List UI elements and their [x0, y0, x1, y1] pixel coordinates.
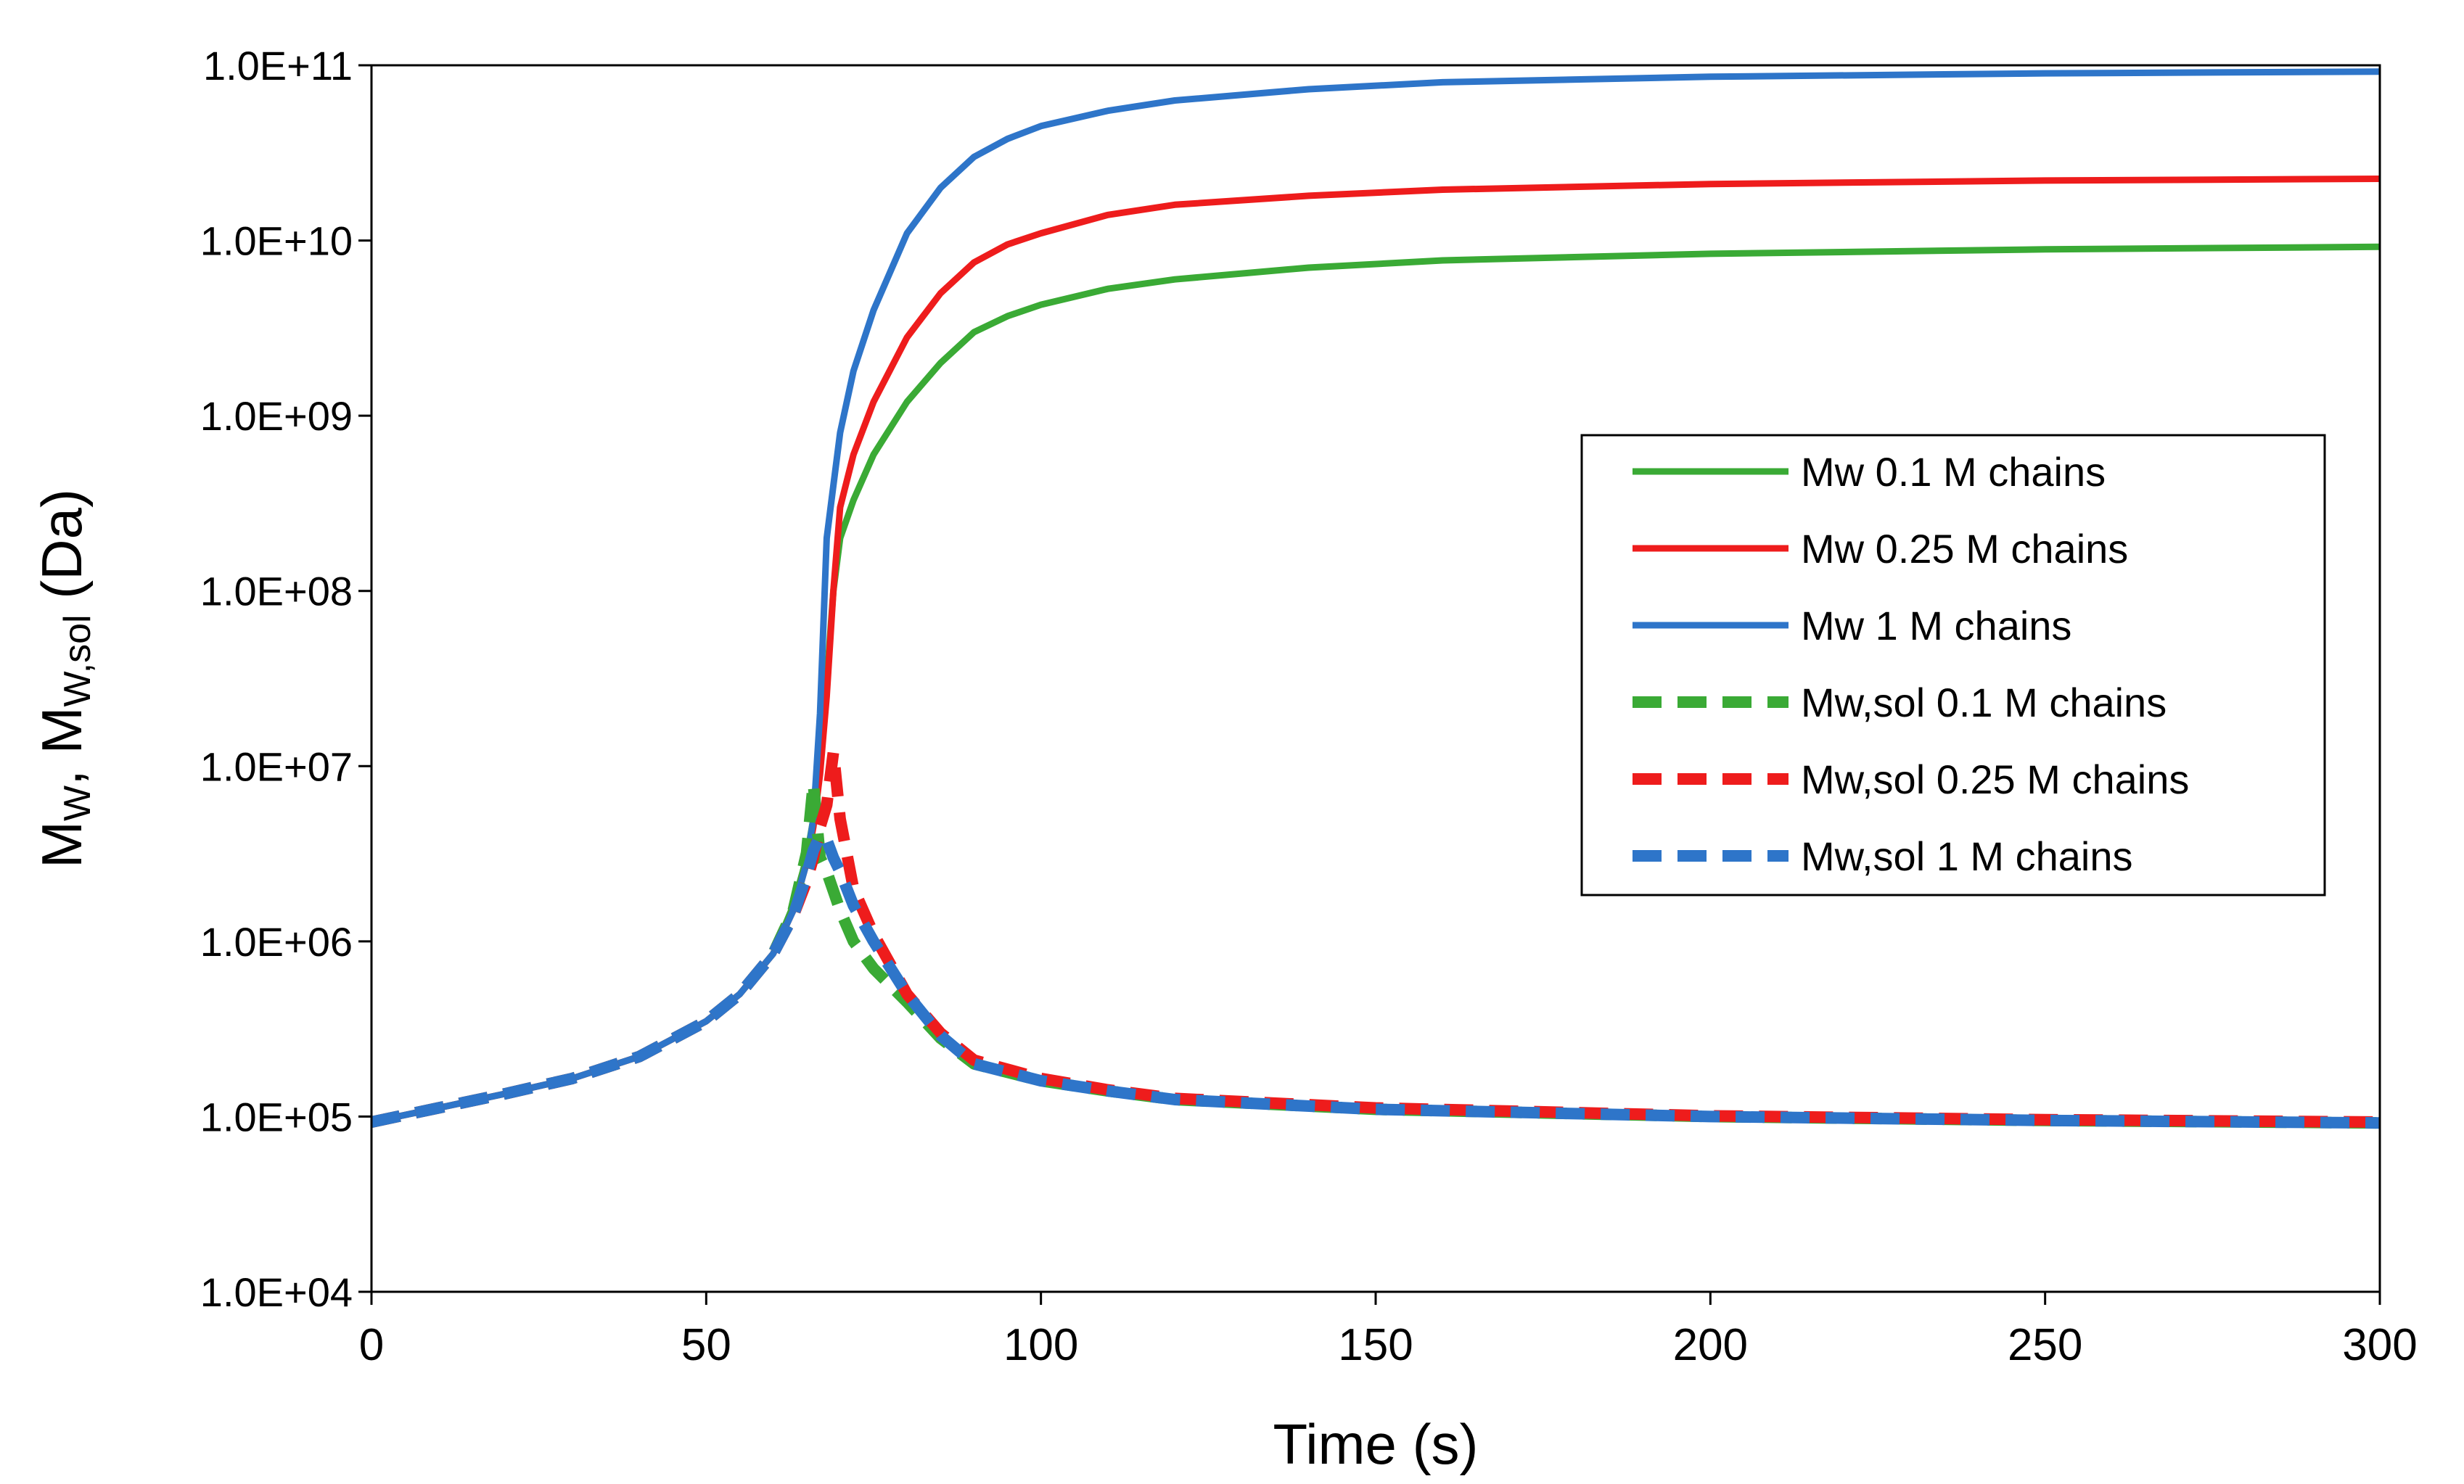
y-title-sep: ,: [30, 754, 94, 786]
y-tick-label: 1.0E+09: [200, 393, 353, 439]
y-title-m1: M: [30, 821, 94, 868]
legend-label: Mw 0.1 M chains: [1801, 449, 2106, 495]
legend-label: Mw,sol 1 M chains: [1801, 833, 2133, 879]
y-title-sub1: W: [57, 786, 99, 821]
series-line-mw-sol-1-m-chains: [370, 830, 2381, 1129]
legend: Mw 0.1 M chains Mw 0.25 M chains Mw 1 M ch…: [1580, 434, 2326, 896]
y-title-sub2: W,sol: [57, 614, 99, 706]
x-tick-label: 50: [681, 1320, 731, 1370]
legend-box: [1580, 434, 2326, 896]
legend-label: Mw 0.25 M chains: [1801, 526, 2128, 572]
y-title-m2: M: [30, 707, 94, 754]
legend-label: Mw,sol 0.25 M chains: [1801, 757, 2189, 802]
tick-layer: 1.0E+04 1.0E+05 1.0E+06 1.0E+07 1.0E+08 1.0E+…: [200, 43, 2418, 1370]
x-tick-label: 100: [1003, 1320, 1078, 1370]
y-tick-label: 1.0E+07: [200, 743, 353, 789]
x-tick-label: 250: [2008, 1320, 2082, 1370]
x-tick-label: 150: [1338, 1320, 1413, 1370]
y-tick-label: 1.0E+06: [200, 919, 353, 965]
y-tick-label: 1.0E+10: [200, 218, 353, 264]
y-tick-label: 1.0E+05: [200, 1094, 353, 1139]
y-tick-label: 1.0E+08: [200, 569, 353, 614]
x-tick-label: 0: [359, 1320, 384, 1370]
series-layer: [370, 68, 2381, 1129]
x-tick-label: 300: [2342, 1320, 2417, 1370]
x-axis-title: Time (s): [1273, 1412, 1478, 1476]
y-title-units: (Da): [30, 489, 94, 614]
y-tick-label: 1.0E+11: [203, 43, 353, 88]
x-tick-label: 200: [1673, 1320, 1748, 1370]
legend-label: Mw,sol 0.1 M chains: [1801, 680, 2167, 725]
y-axis-title: MW, MW,sol (Da): [30, 489, 99, 868]
legend-label: Mw 1 M chains: [1801, 603, 2071, 648]
y-tick-label: 1.0E+04: [200, 1269, 353, 1315]
